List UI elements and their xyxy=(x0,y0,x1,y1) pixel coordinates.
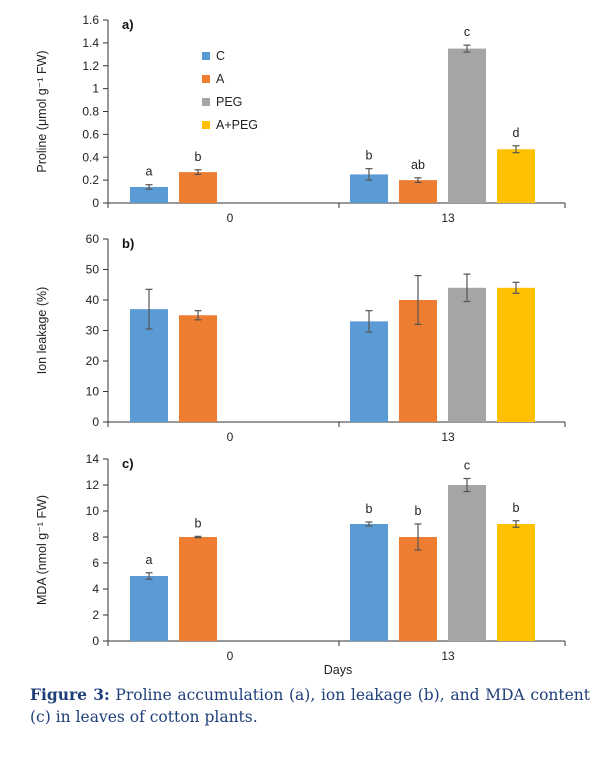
caption-text: Proline accumulation (a), ion leakage (b… xyxy=(30,686,590,726)
significance-letter: b xyxy=(195,516,202,530)
y-tick-label: 30 xyxy=(86,324,100,338)
significance-letter: c xyxy=(464,25,470,39)
x-tick-label: 0 xyxy=(227,211,234,225)
y-tick-label: 1 xyxy=(92,82,99,96)
panel-label: c) xyxy=(122,456,134,471)
significance-letter: a xyxy=(146,165,153,179)
panel-label: b) xyxy=(122,236,134,251)
x-axis-label: Days xyxy=(324,663,352,677)
bar-c xyxy=(130,186,168,203)
legend-label: PEG xyxy=(216,95,242,109)
y-tick-label: 12 xyxy=(86,478,100,492)
bar-peg xyxy=(448,485,486,641)
bar-c xyxy=(350,321,388,422)
y-tick-label: 1.2 xyxy=(82,59,99,73)
y-tick-label: 10 xyxy=(86,385,100,399)
bar-a xyxy=(399,537,437,641)
significance-letter: c xyxy=(464,459,470,473)
bar-c xyxy=(350,524,388,641)
significance-letter: b xyxy=(366,149,373,163)
y-tick-label: 0.2 xyxy=(82,173,99,187)
x-tick-label: 0 xyxy=(227,649,234,663)
x-tick-label: 0 xyxy=(227,430,234,444)
y-tick-label: 0 xyxy=(92,196,99,210)
y-tick-label: 10 xyxy=(86,504,100,518)
significance-letter: b xyxy=(366,502,373,516)
bar-a xyxy=(399,180,437,203)
significance-letter: a xyxy=(146,553,153,567)
legend-swatch xyxy=(202,75,210,83)
y-tick-label: 6 xyxy=(92,556,99,570)
bar-peg xyxy=(448,287,486,422)
y-axis-label: MDA (nmol g⁻¹ FW) xyxy=(35,495,49,605)
panel-label: a) xyxy=(122,17,134,32)
y-tick-label: 0.6 xyxy=(82,127,99,141)
y-axis-label: Proline (μmol g⁻¹ FW) xyxy=(35,50,49,172)
legend-label: C xyxy=(216,49,225,63)
bar-peg xyxy=(448,48,486,203)
figure-caption: Figure 3: Proline accumulation (a), ion … xyxy=(30,684,590,728)
bar-a xyxy=(179,315,217,422)
y-tick-label: 8 xyxy=(92,530,99,544)
significance-letter: b xyxy=(195,150,202,164)
x-tick-label: 13 xyxy=(441,211,455,225)
y-tick-label: 1.4 xyxy=(82,36,99,50)
figure: 0 0.2 0.4 0.6 0.8 1 1.2 1.4 1.6 Proline (μmol g⁻¹… xyxy=(35,13,566,677)
y-tick-label: 20 xyxy=(86,354,100,368)
bar-c xyxy=(130,576,168,641)
legend-label: A xyxy=(216,72,225,86)
legend-swatch xyxy=(202,98,210,106)
significance-letter: d xyxy=(513,126,520,140)
y-tick-label: 2 xyxy=(92,608,99,622)
y-tick-label: 50 xyxy=(86,263,100,277)
significance-letter: b xyxy=(415,504,422,518)
bar-apluspeg xyxy=(497,287,535,422)
y-tick-label: 4 xyxy=(92,582,99,596)
y-tick-label: 40 xyxy=(86,293,100,307)
y-tick-label: 0.4 xyxy=(82,150,99,164)
significance-letter: ab xyxy=(411,158,425,172)
y-tick-label: 1.6 xyxy=(82,13,99,27)
x-tick-label: 13 xyxy=(441,649,455,663)
y-tick-label: 14 xyxy=(86,452,100,466)
bar-a xyxy=(179,172,217,203)
y-axis-label: Ion leakage (%) xyxy=(35,287,49,375)
y-tick-label: 0.8 xyxy=(82,105,99,119)
bar-apluspeg xyxy=(497,149,535,203)
y-tick-label: 0 xyxy=(92,415,99,429)
y-tick-label: 0 xyxy=(92,634,99,648)
legend-swatch xyxy=(202,121,210,129)
y-tick-label: 60 xyxy=(86,232,100,246)
x-tick-label: 13 xyxy=(441,430,455,444)
legend-label: A+PEG xyxy=(216,118,258,132)
bar-apluspeg xyxy=(497,524,535,641)
legend-swatch xyxy=(202,52,210,60)
significance-letter: b xyxy=(513,501,520,515)
bar-a xyxy=(179,537,217,641)
caption-label: Figure 3: xyxy=(30,685,110,704)
